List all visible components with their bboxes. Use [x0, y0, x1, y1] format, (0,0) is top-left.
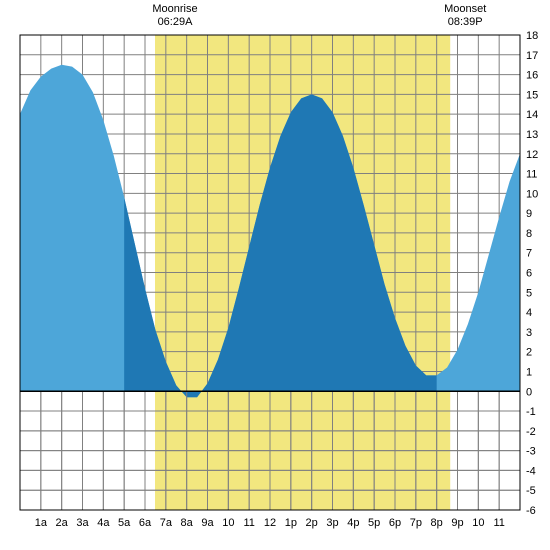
chart-svg: -6-5-4-3-2-10123456789101112131415161718…: [0, 0, 550, 550]
y-tick-label: 4: [526, 307, 532, 319]
moonrise-label: Moonrise: [152, 3, 197, 15]
tide-chart: -6-5-4-3-2-10123456789101112131415161718…: [0, 0, 550, 550]
y-tick-label: 3: [526, 327, 532, 339]
x-tick-label: 9p: [451, 517, 463, 529]
x-tick-label: 3a: [76, 517, 89, 529]
y-tick-label: 15: [526, 89, 538, 101]
x-tick-label: 4a: [97, 517, 110, 529]
y-tick-label: 18: [526, 30, 538, 42]
x-tick-label: 11: [493, 517, 504, 529]
x-tick-label: 3p: [326, 517, 338, 529]
y-tick-label: 7: [526, 248, 532, 260]
x-tick-label: 11: [243, 517, 254, 529]
y-tick-label: 12: [526, 149, 538, 161]
x-tick-label: 1p: [285, 517, 297, 529]
y-tick-label: 11: [526, 169, 537, 181]
x-tick-label: 12: [264, 517, 276, 529]
x-tick-label: 5p: [368, 517, 380, 529]
x-tick-label: 9a: [201, 517, 214, 529]
y-tick-label: -6: [526, 505, 536, 517]
y-tick-label: -2: [526, 426, 536, 438]
x-tick-label: 6p: [389, 517, 401, 529]
x-tick-label: 6a: [139, 517, 152, 529]
y-tick-label: 0: [526, 386, 532, 398]
x-tick-label: 2a: [56, 517, 69, 529]
x-tick-label: 5a: [118, 517, 131, 529]
x-tick-label: 10: [222, 517, 234, 529]
y-tick-label: 14: [526, 109, 538, 121]
moonrise-time: 06:29A: [158, 16, 194, 28]
y-tick-label: 1: [526, 366, 532, 378]
y-tick-label: 17: [526, 50, 538, 62]
moonset-time: 08:39P: [448, 16, 483, 28]
y-tick-label: -5: [526, 485, 536, 497]
y-tick-label: 2: [526, 347, 532, 359]
y-tick-label: 9: [526, 208, 532, 220]
x-tick-label: 4p: [347, 517, 359, 529]
x-tick-label: 8a: [181, 517, 194, 529]
y-tick-label: 13: [526, 129, 538, 141]
moonset-label: Moonset: [444, 3, 486, 15]
y-tick-label: -3: [526, 446, 536, 458]
y-tick-label: 10: [526, 188, 538, 200]
y-tick-label: -4: [526, 465, 536, 477]
x-tick-label: 10: [472, 517, 484, 529]
y-tick-label: 16: [526, 70, 538, 82]
y-tick-label: 5: [526, 287, 532, 299]
y-tick-label: -1: [526, 406, 536, 418]
x-tick-label: 8p: [431, 517, 443, 529]
x-tick-label: 7p: [410, 517, 422, 529]
x-tick-label: 7a: [160, 517, 173, 529]
x-tick-label: 2p: [306, 517, 318, 529]
y-tick-label: 8: [526, 228, 532, 240]
x-tick-label: 1a: [35, 517, 48, 529]
y-tick-label: 6: [526, 268, 532, 280]
